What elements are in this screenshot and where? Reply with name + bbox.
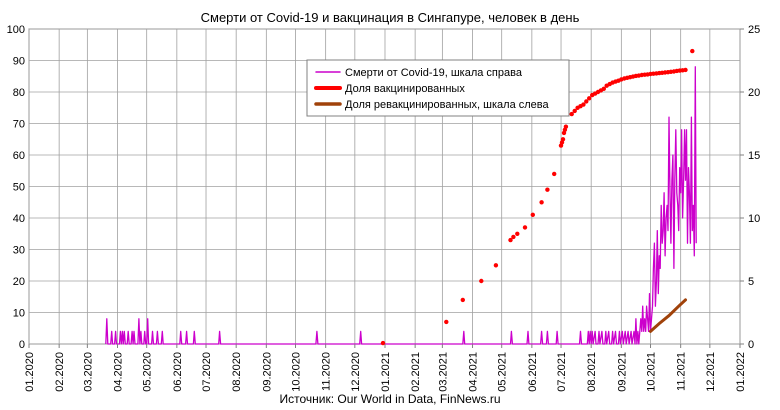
x-tick-label: 02.2020 [54, 352, 66, 392]
legend-item: Доля ревакцинированных, шкала слева [314, 99, 550, 111]
y-right-tick-label: 10 [748, 213, 760, 225]
point-vaccinated [552, 171, 557, 177]
x-tick-label: 10.2021 [646, 352, 658, 392]
point-vaccinated [683, 67, 688, 73]
legend-label: Смерти от Covid-19, шкала справа [345, 67, 523, 79]
y-right-tick-label: 15 [748, 150, 760, 162]
chart-title: Смерти от Covid-19 и вакцинация в Сингап… [201, 10, 580, 25]
y-left-tick-label: 100 [7, 24, 25, 36]
y-left-tick-label: 80 [13, 87, 25, 99]
legend-label: Доля ревакцинированных, шкала слева [345, 99, 550, 111]
point-vaccinated [380, 340, 386, 346]
y-left-tick-label: 60 [13, 150, 25, 162]
x-tick-label: 04.2021 [468, 352, 480, 392]
legend-box [306, 59, 570, 117]
series-line-deaths [105, 66, 697, 345]
point-vaccinated [508, 237, 513, 243]
x-tick-label: 12.2021 [705, 352, 717, 392]
x-tick-label: 02.2021 [410, 352, 422, 392]
x-tick-label: 03.2021 [437, 352, 449, 392]
x-tick-label: 09.2020 [261, 352, 273, 392]
x-tick-label: 04.2020 [113, 352, 125, 392]
x-tick-label: 01.2021 [380, 352, 392, 392]
y-left-tick-label: 10 [13, 308, 25, 320]
x-tick-label: 09.2021 [616, 352, 628, 392]
y-right-tick-label: 0 [748, 339, 754, 351]
y-left-tick-label: 20 [13, 276, 25, 288]
x-tick-label: 06.2020 [172, 352, 184, 392]
y-right-tick-label: 5 [748, 276, 754, 288]
point-vaccinated [511, 234, 516, 240]
y-left-tick-label: 70 [13, 119, 25, 131]
x-tick-label: 05.2021 [497, 352, 509, 392]
point-vaccinated [460, 297, 465, 303]
x-tick-label: 11.2020 [321, 352, 333, 391]
x-tick-label: 10.2020 [291, 352, 303, 392]
point-vaccinated [530, 212, 535, 217]
y-left-tick-label: 50 [13, 182, 25, 194]
point-vaccinated [572, 108, 577, 114]
point-vaccinated [587, 96, 592, 101]
x-tick-label: 01.2020 [24, 352, 36, 392]
x-tick-label: 05.2020 [142, 352, 154, 392]
legend-label: Доля вакцинированных [345, 83, 465, 95]
point-vaccinated [522, 225, 528, 230]
x-tick-label: 11.2021 [676, 352, 688, 391]
point-vaccinated [545, 187, 550, 192]
x-tick-label: 08.2021 [586, 352, 598, 392]
y-right-tick-label: 25 [748, 24, 760, 36]
legend-item: Смерти от Covid-19, шкала справа [315, 67, 523, 79]
x-tick-label: 01.2022 [735, 352, 747, 392]
source-note: Источник: Our World in Data, FinNews.ru [279, 392, 500, 406]
y-left-tick-label: 0 [19, 339, 25, 351]
axis-layer: 01.2020 02.2020 03.2020 04.2020 05.2020 06.20… [7, 24, 761, 392]
x-tick-label: 07.2021 [556, 352, 568, 392]
legend: Смерти от Covid-19, шкала справа Доля вак… [306, 59, 570, 117]
point-vaccinated [601, 86, 606, 92]
x-tick-label: 07.2020 [201, 352, 213, 392]
point-vaccinated [581, 102, 586, 107]
point-vaccinated [539, 200, 544, 205]
point-vaccinated [444, 319, 449, 325]
series-line-revaccinated [649, 298, 687, 333]
point-vaccinated [515, 231, 520, 236]
legend-item: Доля вакцинированных [314, 83, 465, 95]
point-vaccinated [563, 124, 569, 129]
y-right-tick-label: 20 [748, 87, 760, 99]
x-tick-label: 03.2020 [82, 352, 94, 392]
x-tick-label: 06.2021 [527, 352, 539, 392]
x-tick-label: 12.2020 [350, 352, 362, 392]
series-layer [105, 48, 697, 346]
x-tick-label: 08.2020 [231, 352, 243, 392]
y-left-tick-label: 40 [13, 213, 25, 225]
point-vaccinated [493, 263, 499, 268]
point-vaccinated [690, 48, 695, 54]
point-vaccinated [569, 111, 574, 117]
point-vaccinated [479, 278, 484, 284]
y-left-tick-label: 90 [13, 56, 25, 68]
y-left-tick-label: 30 [13, 245, 25, 257]
point-vaccinated [560, 137, 566, 142]
point-vaccinated [584, 99, 589, 104]
